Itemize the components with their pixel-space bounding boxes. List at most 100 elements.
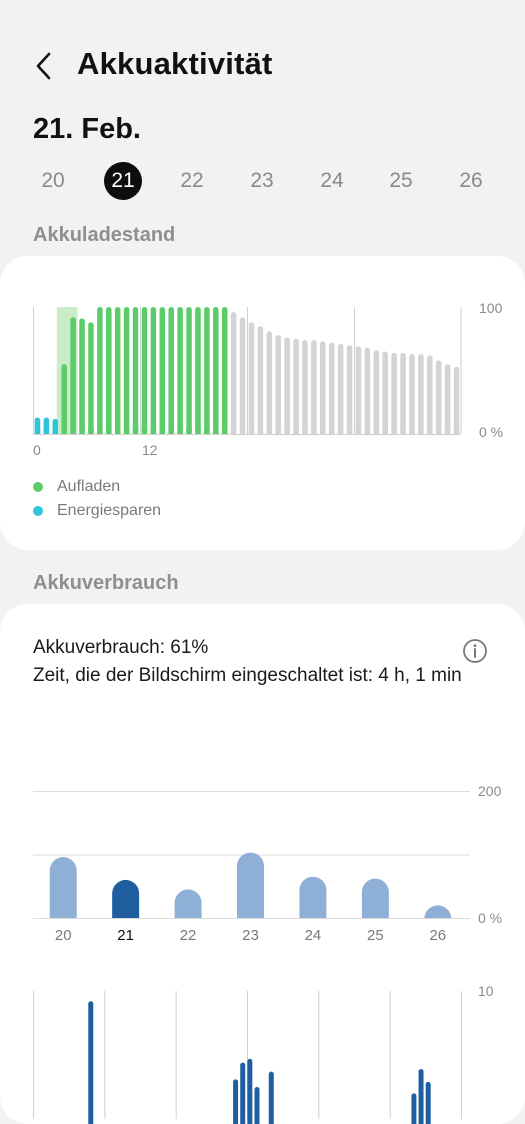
level-bar-base	[328, 428, 335, 434]
level-bar	[186, 307, 192, 434]
level-bar	[168, 307, 174, 434]
level-bar	[123, 307, 130, 434]
legend-charging-label: Aufladen	[57, 478, 121, 495]
level-bar-base	[320, 428, 326, 434]
level-bar	[346, 345, 353, 434]
level-bar	[364, 347, 371, 434]
day-22[interactable]: 22	[180, 169, 204, 192]
hourly-bar	[418, 1069, 424, 1124]
level-bar	[400, 352, 406, 434]
screen-time-text: Zeit, die der Bildschirm eingeschaltet i…	[33, 665, 462, 686]
info-icon[interactable]	[462, 638, 488, 664]
level-bar-base	[195, 428, 201, 434]
legend-power-saving-label: Energiesparen	[57, 502, 162, 519]
legend-charging-dot	[33, 482, 43, 492]
level-bar-base	[382, 428, 388, 434]
level-bar	[106, 307, 112, 434]
usage-bar-22[interactable]	[174, 889, 202, 918]
level-bar	[257, 326, 264, 434]
level-bar-base	[346, 428, 353, 434]
level-bar	[221, 307, 228, 434]
level-bar-base	[355, 428, 362, 434]
level-bar-base	[132, 428, 139, 434]
level-bar	[204, 307, 210, 434]
level-bar-base	[418, 428, 424, 434]
usage-percentage-text: Akkuverbrauch: 61%	[33, 637, 209, 658]
back-button[interactable]	[28, 48, 60, 84]
level-bar-base	[70, 428, 76, 434]
level-x-label-0: 0	[33, 442, 41, 458]
level-bar-base	[177, 428, 183, 434]
level-bar	[418, 353, 424, 434]
day-26[interactable]: 26	[459, 169, 483, 192]
battery-level-card: 100 0 % 0 12 Aufladen Energiesparen	[0, 256, 525, 550]
level-bar	[293, 338, 299, 434]
usage-bar-24[interactable]	[299, 876, 327, 918]
level-bar	[159, 307, 166, 434]
day-24[interactable]: 24	[320, 169, 344, 192]
usage-y-max-label: 200	[478, 783, 502, 799]
level-bar	[382, 351, 388, 434]
day-20[interactable]: 20	[41, 169, 65, 192]
level-bar	[302, 340, 308, 434]
level-bar	[88, 322, 94, 434]
usage-x-label-24: 24	[305, 927, 322, 944]
battery-usage-section-label: Akkuverbrauch	[33, 572, 179, 594]
hourly-bar	[268, 1071, 274, 1124]
level-bar	[435, 360, 442, 434]
page-title: Akkuaktivität	[77, 46, 273, 81]
level-bar	[230, 312, 237, 434]
app-header: Akkuaktivität	[0, 0, 525, 120]
usage-bar-25[interactable]	[361, 878, 389, 918]
level-bar	[427, 355, 433, 434]
battery-level-chart: 100 0 % 0 12	[33, 300, 503, 458]
level-bar	[248, 322, 255, 434]
level-bar-base	[106, 428, 112, 434]
usage-bar-23[interactable]	[237, 852, 264, 918]
level-bar-base	[213, 428, 219, 434]
usage-x-label-20: 20	[55, 927, 72, 944]
hourly-bar	[425, 1081, 431, 1124]
hourly-bar	[233, 1079, 239, 1124]
hourly-bar	[254, 1087, 260, 1124]
level-bar	[97, 307, 103, 434]
usage-x-label-21: 21	[117, 927, 134, 944]
day-21[interactable]: 21	[104, 162, 142, 200]
level-bar-base	[453, 428, 460, 434]
level-bar-base	[284, 428, 290, 434]
level-bar	[177, 307, 183, 434]
usage-bar-21[interactable]	[112, 879, 140, 918]
level-bar-base	[444, 428, 451, 434]
level-bar	[337, 343, 344, 434]
level-bar-base	[400, 428, 406, 434]
level-bar	[141, 307, 148, 434]
hourly-bar	[411, 1093, 417, 1124]
usage-x-label-25: 25	[367, 927, 384, 944]
day-25[interactable]: 25	[389, 169, 413, 192]
level-bar-base	[257, 428, 264, 434]
level-y-max-label: 100	[479, 300, 503, 316]
level-bar-base	[266, 428, 273, 434]
level-bar	[284, 337, 290, 434]
level-bar	[355, 346, 362, 434]
battery-level-section-label: Akkuladestand	[33, 224, 176, 246]
level-bar-base	[61, 428, 67, 434]
day-23[interactable]: 23	[250, 169, 274, 192]
level-bar-base	[43, 428, 50, 434]
level-bar-base	[302, 428, 308, 434]
level-bar	[444, 364, 451, 434]
hourly-y-max-label: 10	[478, 983, 494, 999]
battery-usage-card: Akkuverbrauch: 61% Zeit, die der Bildsch…	[0, 604, 525, 1124]
level-bar-base	[52, 428, 59, 434]
level-bar-base	[239, 428, 246, 434]
usage-y-min-label: 0 %	[478, 910, 502, 926]
level-bar-base	[311, 428, 317, 434]
level-bar-base	[337, 428, 344, 434]
usage-bar-26[interactable]	[424, 905, 452, 919]
level-bar	[70, 317, 76, 434]
level-bar	[150, 307, 157, 434]
level-bar	[320, 341, 326, 434]
usage-bar-20[interactable]	[49, 857, 77, 918]
level-bar-base	[123, 428, 130, 434]
level-bar-base	[88, 428, 94, 434]
